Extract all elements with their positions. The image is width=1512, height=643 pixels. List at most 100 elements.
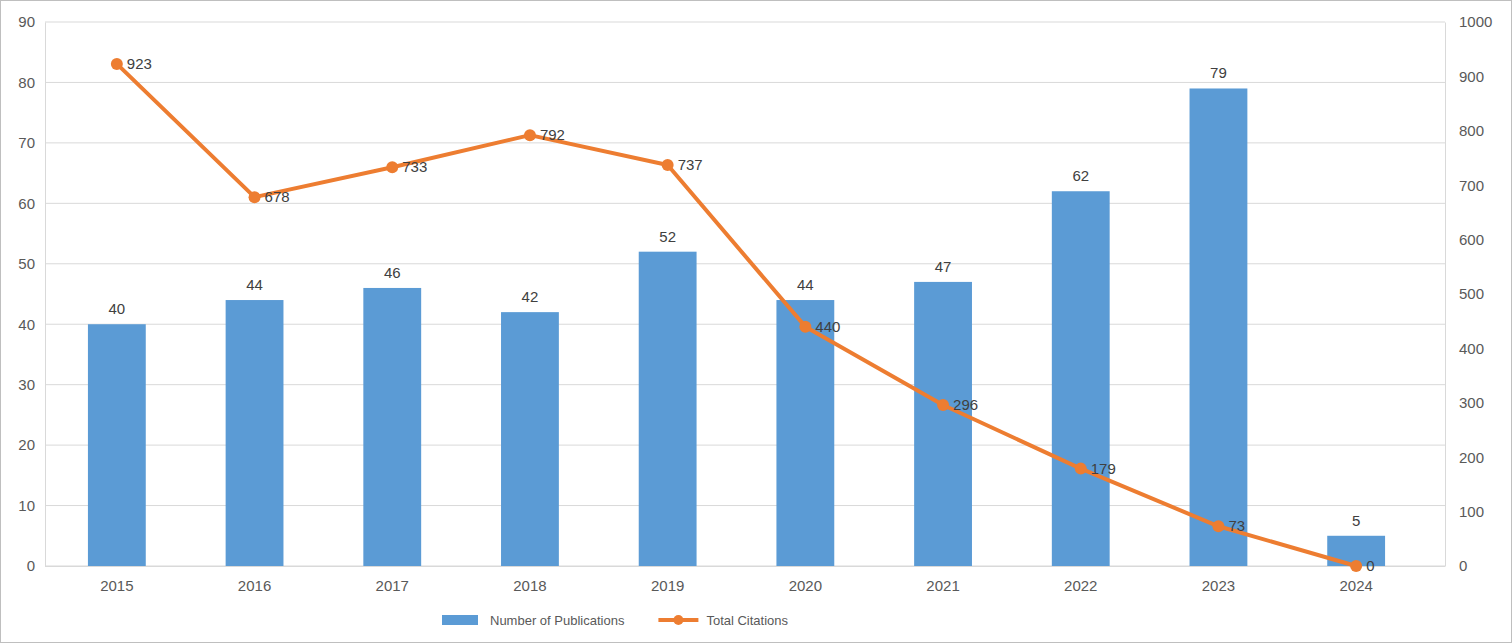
tick: 50 <box>18 255 45 272</box>
tick: 500 <box>1445 285 1484 302</box>
tick: 0 <box>1445 557 1467 574</box>
tick-label: 2023 <box>1202 577 1235 594</box>
bar <box>639 252 697 566</box>
tick-label: 2017 <box>376 577 409 594</box>
tick: 2017 <box>376 566 409 594</box>
tick-label: 2015 <box>100 577 133 594</box>
data-label: 678 <box>265 188 290 205</box>
grid <box>45 22 1445 566</box>
data-label: 44 <box>246 276 263 293</box>
marker <box>524 129 536 141</box>
tick-label: 600 <box>1459 231 1484 248</box>
background <box>1 1 1512 643</box>
legend-label: Number of Publications <box>490 613 625 628</box>
tick: 10 <box>18 497 45 514</box>
data-label: 733 <box>402 158 427 175</box>
bar <box>363 288 421 566</box>
bar <box>1190 88 1248 566</box>
tick-label: 0 <box>1459 557 1467 574</box>
data-label: 42 <box>522 288 539 305</box>
tick: 2018 <box>513 566 546 594</box>
tick-label: 40 <box>18 316 35 333</box>
tick: 70 <box>18 134 45 151</box>
tick-label: 1000 <box>1459 13 1492 30</box>
data-label: 47 <box>935 258 952 275</box>
y2-axis: 0 100 200 300 400 500 600 700 800 900 1000 <box>1445 13 1492 574</box>
tick-label: 10 <box>18 497 35 514</box>
tick-label: 2024 <box>1339 577 1372 594</box>
data-label: 792 <box>540 126 565 143</box>
tick-label: 70 <box>18 134 35 151</box>
data-label: 296 <box>953 396 978 413</box>
data-label: 440 <box>815 318 840 335</box>
data-label: 79 <box>1210 64 1227 81</box>
tick: 1000 <box>1445 13 1492 30</box>
tick: 2022 <box>1064 566 1097 594</box>
data-label: 44 <box>797 276 814 293</box>
data-label: 0 <box>1366 557 1374 574</box>
tick-label: 400 <box>1459 340 1484 357</box>
tick-label: 2022 <box>1064 577 1097 594</box>
axis-line <box>45 23 46 567</box>
tick-label: 200 <box>1459 449 1484 466</box>
data-label: 737 <box>678 156 703 173</box>
tick: 600 <box>1445 231 1484 248</box>
tick: 900 <box>1445 68 1484 85</box>
tick: 700 <box>1445 177 1484 194</box>
marker <box>662 159 674 171</box>
bar <box>914 282 972 566</box>
chart: 0102030405060708090010020030040050060070… <box>0 0 1512 643</box>
data-label: 179 <box>1091 460 1116 477</box>
tick-label: 0 <box>27 557 35 574</box>
marker <box>249 191 261 203</box>
marker <box>1350 560 1362 572</box>
marker <box>111 58 123 70</box>
tick-label: 80 <box>18 74 35 91</box>
axis-line <box>45 566 1445 567</box>
tick: 20 <box>18 436 45 453</box>
tick-label: 90 <box>18 13 35 30</box>
tick-label: 60 <box>18 195 35 212</box>
y-axis: 0 10 20 30 40 50 60 70 80 90 <box>18 13 45 574</box>
tick: 2021 <box>926 566 959 594</box>
tick: 800 <box>1445 122 1484 139</box>
tick-label: 2019 <box>651 577 684 594</box>
tick: 2015 <box>100 566 133 594</box>
tick: 80 <box>18 74 45 91</box>
tick: 2020 <box>789 566 822 594</box>
marker <box>386 161 398 173</box>
data-label: 73 <box>1228 517 1245 534</box>
bar <box>88 324 146 566</box>
tick: 400 <box>1445 340 1484 357</box>
grid-line <box>45 22 1445 23</box>
tick: 40 <box>18 316 45 333</box>
tick-label: 2018 <box>513 577 546 594</box>
tick-label: 900 <box>1459 68 1484 85</box>
bar <box>501 312 559 566</box>
data-labels: 4044464252444762795923678733792737440296… <box>109 55 1375 574</box>
data-label: 923 <box>127 55 152 72</box>
tick-label: 50 <box>18 255 35 272</box>
marker <box>799 321 811 333</box>
tick: 30 <box>18 376 45 393</box>
data-label: 5 <box>1352 512 1360 529</box>
bars <box>88 88 1385 566</box>
axis-line <box>1445 23 1446 567</box>
tick-label: 700 <box>1459 177 1484 194</box>
line <box>117 64 1356 566</box>
legend-item: Total Citations <box>658 613 788 628</box>
plot <box>88 58 1385 572</box>
tick: 300 <box>1445 394 1484 411</box>
markers <box>111 58 1362 572</box>
legend-label: Total Citations <box>706 613 788 628</box>
tick: 100 <box>1445 503 1484 520</box>
marker <box>1212 520 1224 532</box>
marker <box>1075 463 1087 475</box>
tick: 0 <box>27 557 45 574</box>
x-axis: 2015201620172018201920202021202220232024 <box>45 566 1445 594</box>
legend: Number of Publications Total Citations <box>442 613 789 628</box>
tick: 200 <box>1445 449 1484 466</box>
tick: 60 <box>18 195 45 212</box>
tick-label: 300 <box>1459 394 1484 411</box>
grid-line <box>45 82 1445 83</box>
